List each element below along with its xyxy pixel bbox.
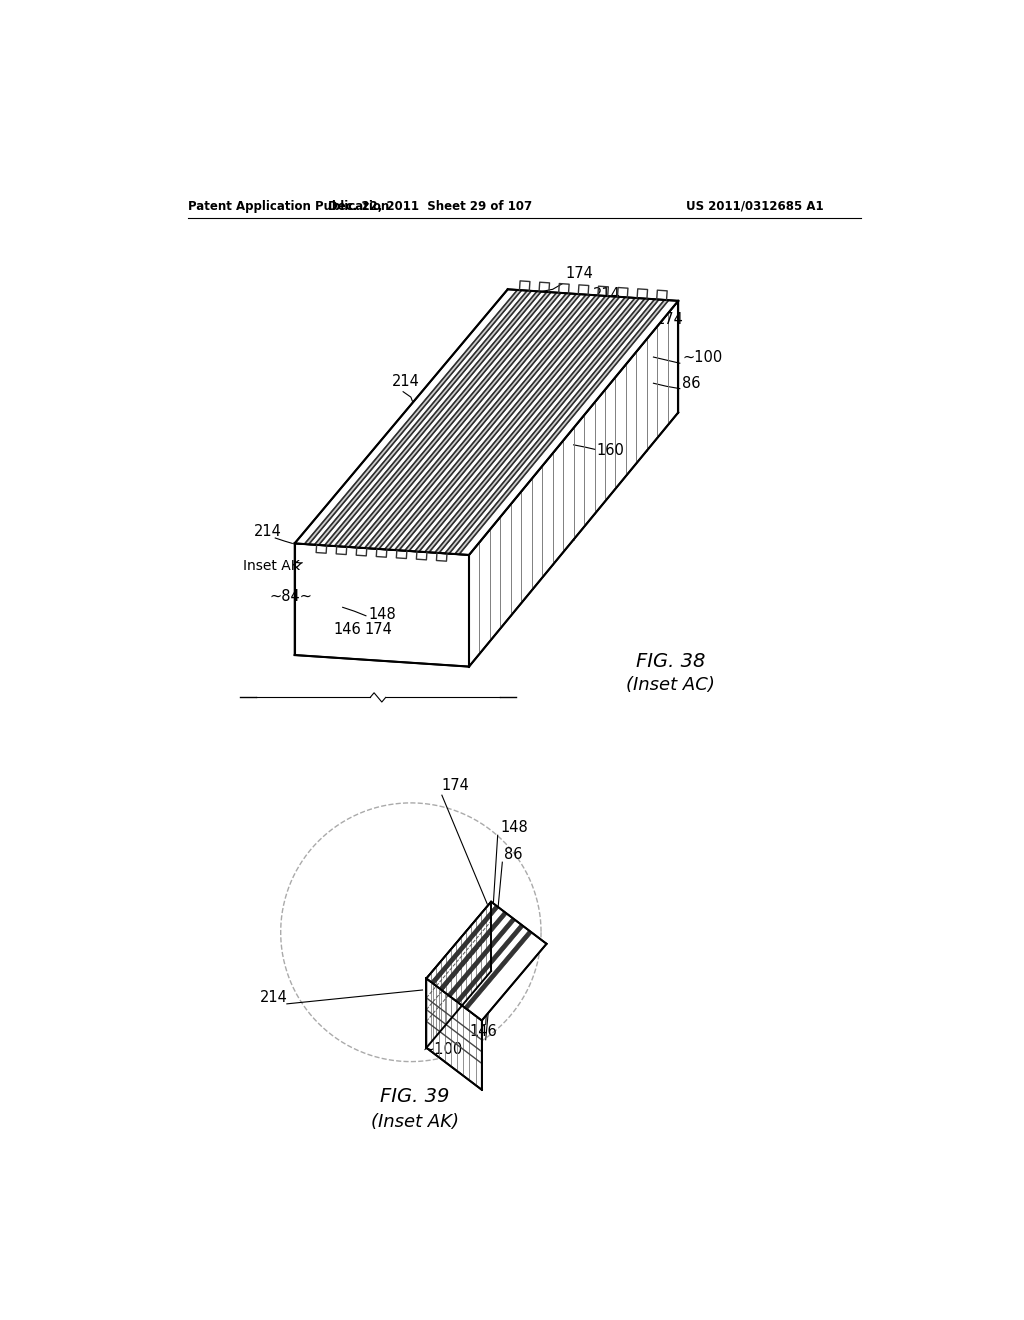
Text: FIG. 39: FIG. 39 bbox=[380, 1086, 450, 1106]
Polygon shape bbox=[324, 292, 542, 545]
Text: 146: 146 bbox=[334, 622, 361, 638]
Text: 146: 146 bbox=[469, 1024, 497, 1039]
Text: ~100: ~100 bbox=[423, 1041, 463, 1057]
Polygon shape bbox=[313, 290, 532, 545]
Polygon shape bbox=[445, 300, 657, 553]
Polygon shape bbox=[386, 296, 599, 549]
Text: US 2011/0312685 A1: US 2011/0312685 A1 bbox=[686, 199, 823, 213]
Text: 86: 86 bbox=[504, 847, 522, 862]
Polygon shape bbox=[444, 300, 659, 553]
Text: 160: 160 bbox=[597, 442, 625, 458]
Polygon shape bbox=[334, 292, 552, 546]
Text: 174: 174 bbox=[655, 312, 683, 327]
Text: FIG. 38: FIG. 38 bbox=[636, 652, 706, 671]
Text: ~84~: ~84~ bbox=[269, 589, 312, 605]
Text: (Inset AK): (Inset AK) bbox=[371, 1113, 459, 1131]
Polygon shape bbox=[464, 931, 532, 1010]
Polygon shape bbox=[394, 296, 610, 550]
Polygon shape bbox=[364, 294, 581, 548]
Polygon shape bbox=[469, 301, 678, 667]
Polygon shape bbox=[426, 978, 482, 1090]
Text: 148: 148 bbox=[369, 607, 396, 622]
Polygon shape bbox=[295, 544, 469, 667]
Polygon shape bbox=[374, 294, 591, 549]
Polygon shape bbox=[305, 290, 520, 544]
Polygon shape bbox=[346, 293, 560, 546]
Polygon shape bbox=[315, 290, 530, 545]
Polygon shape bbox=[355, 293, 569, 548]
Polygon shape bbox=[326, 292, 541, 545]
Polygon shape bbox=[434, 298, 649, 553]
Text: 148: 148 bbox=[500, 820, 527, 836]
Polygon shape bbox=[395, 296, 609, 550]
Polygon shape bbox=[406, 297, 618, 550]
Polygon shape bbox=[431, 906, 499, 985]
Polygon shape bbox=[404, 297, 621, 550]
Polygon shape bbox=[447, 917, 515, 997]
Polygon shape bbox=[426, 902, 492, 1048]
Polygon shape bbox=[414, 297, 630, 552]
Text: 174: 174 bbox=[365, 622, 392, 638]
Text: 214: 214 bbox=[391, 374, 420, 388]
Text: 214: 214 bbox=[254, 524, 283, 539]
Polygon shape bbox=[439, 911, 507, 990]
Text: 214: 214 bbox=[593, 288, 621, 302]
Polygon shape bbox=[354, 293, 571, 548]
Text: 174: 174 bbox=[566, 265, 594, 281]
Polygon shape bbox=[344, 293, 561, 546]
Polygon shape bbox=[366, 294, 580, 548]
Polygon shape bbox=[456, 300, 668, 554]
Polygon shape bbox=[456, 924, 524, 1003]
Polygon shape bbox=[416, 297, 629, 552]
Polygon shape bbox=[384, 296, 601, 549]
Text: 86: 86 bbox=[682, 376, 700, 391]
Polygon shape bbox=[424, 298, 640, 552]
Polygon shape bbox=[304, 290, 522, 544]
Polygon shape bbox=[455, 300, 670, 554]
Polygon shape bbox=[295, 289, 678, 554]
Text: ~100: ~100 bbox=[682, 350, 722, 366]
Text: (Inset AC): (Inset AC) bbox=[626, 676, 715, 694]
Polygon shape bbox=[436, 298, 648, 553]
Polygon shape bbox=[426, 298, 638, 552]
Polygon shape bbox=[426, 902, 547, 1020]
Text: Patent Application Publication: Patent Application Publication bbox=[188, 199, 390, 213]
Polygon shape bbox=[336, 292, 550, 546]
Polygon shape bbox=[376, 294, 589, 549]
Text: Inset AK: Inset AK bbox=[243, 560, 302, 573]
Text: 174: 174 bbox=[442, 777, 470, 793]
Text: Dec. 22, 2011  Sheet 29 of 107: Dec. 22, 2011 Sheet 29 of 107 bbox=[328, 199, 532, 213]
Text: 214: 214 bbox=[260, 990, 288, 1005]
